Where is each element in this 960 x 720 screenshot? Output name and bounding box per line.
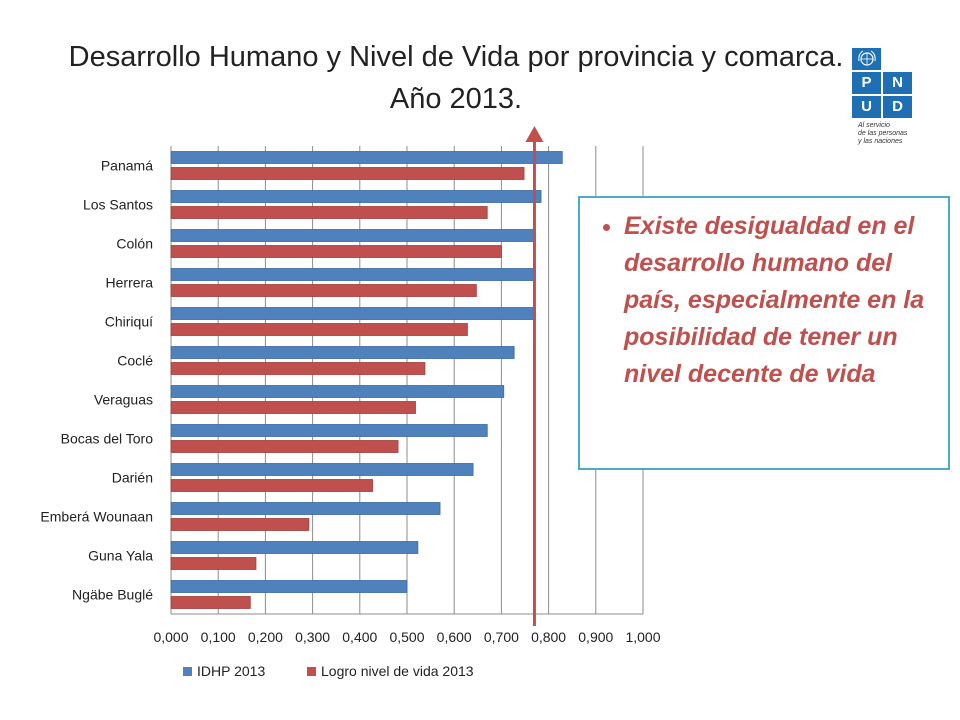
logo-caption-line-1: Al servicio: [858, 122, 890, 129]
note-box: Existe desigualdad en el desarrollo huma…: [578, 196, 950, 470]
bar-nivel-vida: [170, 167, 525, 180]
logo-caption: Al servicio de las personas y las nacion…: [852, 122, 914, 146]
logo-letter-n: N: [883, 72, 912, 94]
bar-idhp: [170, 268, 536, 281]
x-tick-label: 0,900: [578, 629, 613, 645]
bar-nivel-vida: [170, 323, 468, 336]
bar-idhp: [170, 463, 474, 476]
x-tick-label: 0,000: [153, 629, 188, 645]
logo-letter-u: U: [852, 96, 881, 118]
bar-nivel-vida: [170, 557, 257, 570]
reference-arrow-head: [525, 126, 544, 142]
logo-caption-line-2: de las personas: [858, 130, 908, 137]
legend-label: Logro nivel de vida 2013: [321, 663, 474, 679]
legend-swatch: [183, 667, 192, 676]
legend-swatch: [307, 667, 316, 676]
logo-letter-d: D: [883, 96, 912, 118]
category-label: Darién: [112, 470, 153, 486]
category-label: Chiriquí: [105, 314, 153, 330]
category-label: Ngäbe Buglé: [72, 587, 153, 603]
bar-idhp: [170, 541, 419, 554]
bar-idhp: [170, 424, 488, 437]
x-tick-label: 0,100: [201, 629, 236, 645]
bar-nivel-vida: [170, 596, 251, 609]
x-tick-label: 0,800: [531, 629, 566, 645]
bar-idhp: [170, 502, 441, 515]
category-label: Los Santos: [83, 197, 153, 213]
x-tick-label: 0,500: [389, 629, 424, 645]
bar-nivel-vida: [170, 284, 477, 297]
bar-idhp: [170, 229, 536, 242]
bar-nivel-vida: [170, 362, 426, 375]
category-label: Bocas del Toro: [61, 431, 154, 447]
bar-idhp: [170, 580, 408, 593]
x-tick-label: 0,300: [295, 629, 330, 645]
pnud-logo: P N U D Al servicio de las personas y la…: [852, 48, 914, 146]
bar-idhp: [170, 346, 515, 359]
category-label: Panamá: [101, 158, 153, 174]
x-tick-label: 0,400: [342, 629, 377, 645]
category-label: Herrera: [106, 275, 154, 291]
bar-nivel-vida: [170, 401, 416, 414]
category-label: Guna Yala: [88, 548, 153, 564]
bar-nivel-vida: [170, 518, 310, 531]
x-tick-label: 0,700: [484, 629, 519, 645]
logo-caption-line-3: y las naciones: [858, 138, 903, 145]
category-label: Coclé: [117, 353, 153, 369]
x-tick-label: 1,000: [625, 629, 660, 645]
bar-nivel-vida: [170, 479, 373, 492]
bar-nivel-vida: [170, 440, 399, 453]
x-tick-label: 0,200: [248, 629, 283, 645]
category-label: Veraguas: [94, 392, 153, 408]
un-emblem-icon: [852, 48, 881, 70]
bar-nivel-vida: [170, 245, 502, 258]
bar-idhp: [170, 307, 536, 320]
title-line-1: Desarrollo Humano y Nivel de Vida por pr…: [68, 41, 844, 73]
logo-letter-p: P: [852, 72, 881, 94]
x-tick-label: 0,600: [437, 629, 472, 645]
bar-idhp: [170, 190, 542, 203]
note-bullet: Existe desigualdad en el desarrollo huma…: [624, 208, 934, 393]
category-label: Colón: [116, 236, 153, 252]
legend-label: IDHP 2013: [197, 663, 265, 679]
page-title: Desarrollo Humano y Nivel de Vida por pr…: [0, 36, 912, 120]
bar-nivel-vida: [170, 206, 488, 219]
title-line-2: Año 2013.: [389, 83, 523, 115]
bar-idhp: [170, 151, 563, 164]
category-label: Emberá Wounaan: [40, 509, 153, 525]
bar-idhp: [170, 385, 505, 398]
